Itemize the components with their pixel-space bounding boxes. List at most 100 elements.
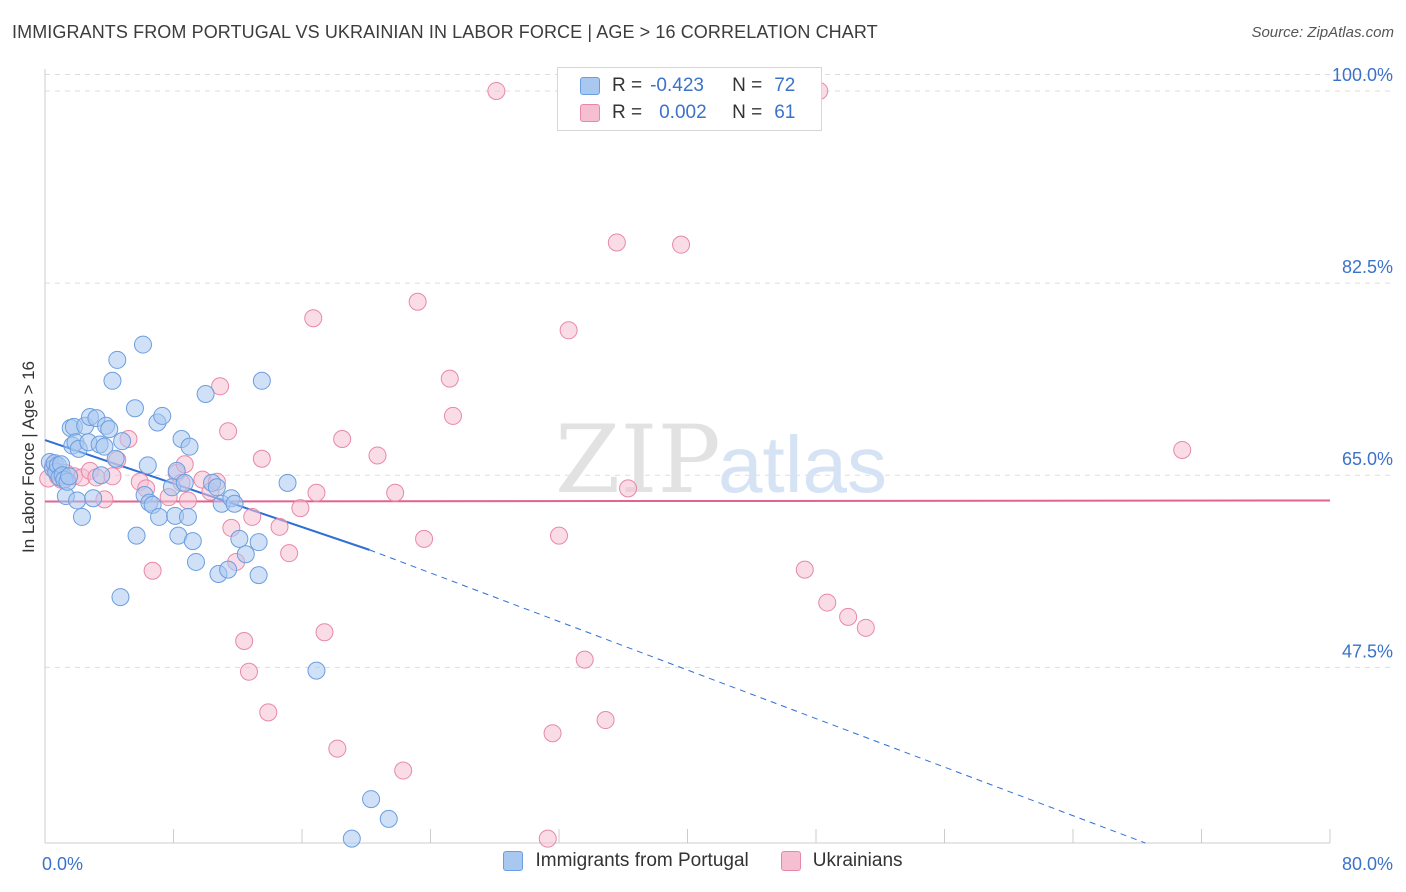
point-ukrainians <box>386 483 405 502</box>
watermark-atlas: atlas <box>718 420 887 509</box>
point-ukrainians <box>443 406 462 425</box>
y-tick-label: 65.0% <box>1342 449 1393 469</box>
point-ukrainians <box>291 499 310 518</box>
point-portugal <box>379 809 398 828</box>
point-portugal <box>84 489 103 508</box>
trend-line-portugal-extension <box>369 549 1146 844</box>
point-ukrainians <box>307 483 326 502</box>
trend-line-ukrainians <box>44 499 1331 503</box>
stats-row-ukrainians: R = 0.002 N = 61 <box>580 101 795 125</box>
point-portugal <box>153 406 172 425</box>
point-portugal <box>236 545 255 564</box>
point-ukrainians <box>1173 440 1192 459</box>
point-portugal <box>278 473 297 492</box>
point-portugal <box>100 420 119 439</box>
y-axis-label: In Labor Force | Age > 16 <box>19 361 38 553</box>
point-ukrainians <box>235 631 254 650</box>
point-portugal <box>60 467 79 486</box>
legend-label-ukrainians: Ukrainians <box>812 850 903 871</box>
tick-labels: 47.5% 65.0% 82.5% 100.0% 0.0% 80.0% In Labor F… <box>19 65 1393 874</box>
r-label: R = <box>612 75 643 96</box>
point-portugal <box>108 350 127 369</box>
point-ukrainians <box>596 711 615 730</box>
point-portugal <box>68 491 87 510</box>
series-legend: Immigrants from Portugal Ukrainians <box>0 850 1406 872</box>
x-tick-label: 0.0% <box>42 854 83 874</box>
point-portugal <box>138 456 157 475</box>
n-label: N = <box>732 102 763 123</box>
point-portugal <box>342 829 361 848</box>
x-tick-label: 80.0% <box>1342 854 1393 874</box>
legend-item-ukrainians[interactable]: Ukrainians <box>780 850 903 872</box>
point-portugal <box>111 588 130 607</box>
point-ukrainians <box>575 650 594 669</box>
point-ukrainians <box>619 479 638 498</box>
point-ukrainians <box>672 235 691 254</box>
source-credit: Source: ZipAtlas.com <box>1251 24 1394 41</box>
point-ukrainians <box>818 593 837 612</box>
point-ukrainians <box>408 292 427 311</box>
point-portugal <box>180 437 199 456</box>
point-portugal <box>95 437 114 456</box>
y-tick-label: 100.0% <box>1332 65 1393 85</box>
r-value: 0.002 <box>659 102 707 123</box>
point-portugal <box>113 432 132 451</box>
point-portugal <box>196 384 215 403</box>
point-portugal <box>125 399 144 418</box>
point-ukrainians <box>143 561 162 580</box>
point-portugal <box>92 466 111 485</box>
r-label: R = <box>612 102 643 123</box>
point-ukrainians <box>178 491 197 510</box>
legend-swatch-ukrainians <box>780 851 801 871</box>
point-portugal <box>106 449 125 468</box>
point-ukrainians <box>368 446 387 465</box>
point-ukrainians <box>239 662 258 681</box>
stats-legend: R = -0.423 N = 72 R = 0.002 N = 61 <box>557 67 822 131</box>
point-portugal <box>207 478 226 497</box>
point-portugal <box>133 335 152 354</box>
data-points <box>39 81 1192 848</box>
point-ukrainians <box>333 429 352 448</box>
y-tick-label: 82.5% <box>1342 257 1393 277</box>
point-portugal <box>362 790 381 809</box>
point-ukrainians <box>487 81 506 100</box>
point-ukrainians <box>538 829 557 848</box>
point-portugal <box>186 552 205 571</box>
point-portugal <box>103 371 122 390</box>
legend-item-portugal[interactable]: Immigrants from Portugal <box>503 850 749 872</box>
point-ukrainians <box>243 507 262 526</box>
point-ukrainians <box>839 607 858 626</box>
point-ukrainians <box>394 761 413 780</box>
point-ukrainians <box>219 422 238 441</box>
point-portugal <box>219 560 238 579</box>
stats-row-portugal: R = -0.423 N = 72 <box>580 74 795 98</box>
point-portugal <box>252 371 271 390</box>
point-portugal <box>249 533 268 552</box>
chart-title: IMMIGRANTS FROM PORTUGAL VS UKRAINIAN IN… <box>12 22 878 42</box>
point-ukrainians <box>252 449 271 468</box>
point-ukrainians <box>328 739 347 758</box>
point-portugal <box>225 494 244 513</box>
point-ukrainians <box>795 560 814 579</box>
n-value: 61 <box>774 102 796 123</box>
legend-label-portugal: Immigrants from Portugal <box>535 850 749 871</box>
legend-swatch-portugal <box>503 851 524 871</box>
point-portugal <box>183 532 202 551</box>
point-ukrainians <box>415 529 434 548</box>
point-ukrainians <box>543 724 562 743</box>
swatch-ukrainians <box>580 104 600 122</box>
point-ukrainians <box>259 703 278 722</box>
point-portugal <box>150 507 169 526</box>
point-ukrainians <box>280 544 299 563</box>
point-ukrainians <box>856 618 875 637</box>
point-ukrainians <box>270 517 289 536</box>
point-portugal <box>230 529 249 548</box>
gridlines <box>45 73 1395 668</box>
point-portugal <box>178 507 197 526</box>
y-tick-label: 47.5% <box>1342 641 1393 661</box>
point-ukrainians <box>315 623 334 642</box>
point-portugal <box>127 526 146 545</box>
watermark-zip: ZIP <box>555 406 721 515</box>
n-value: 72 <box>774 75 796 96</box>
